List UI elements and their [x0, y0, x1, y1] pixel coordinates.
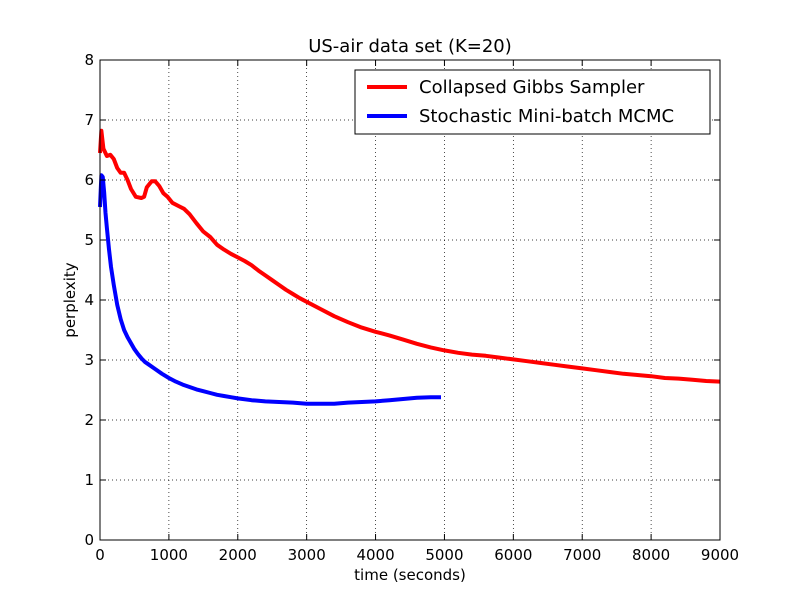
y-tick-label: 3	[84, 351, 94, 369]
ticks	[99, 59, 721, 541]
y-tick-label: 2	[84, 411, 94, 429]
series-layer	[98, 128, 721, 406]
x-tick-label: 9000	[701, 546, 739, 564]
y-tick-label: 4	[84, 291, 94, 309]
x-tick-label: 6000	[494, 546, 532, 564]
x-tick-label: 1000	[150, 546, 188, 564]
legend-label-mcmc: Stochastic Mini-batch MCMC	[419, 106, 674, 127]
y-tick-label: 6	[84, 171, 94, 189]
y-axis-label: perplexity	[61, 262, 79, 337]
tick-labels: 0 1000 2000 3000 4000 5000 6000 7000 8000 9000 0 1 2…	[84, 51, 739, 564]
y-tick-label: 1	[84, 471, 94, 489]
x-tick-label: 0	[95, 546, 105, 564]
series-line-mcmc	[98, 173, 441, 406]
x-axis-label: time (seconds)	[354, 566, 466, 584]
series-line-gibbs	[98, 128, 721, 384]
x-tick-label: 3000	[288, 546, 326, 564]
chart-title: US-air data set (K=20)	[308, 36, 512, 57]
x-tick-label: 5000	[425, 546, 463, 564]
y-tick-label: 7	[84, 111, 94, 129]
legend-box	[354, 69, 711, 135]
y-tick-label: 8	[84, 51, 94, 69]
x-tick-label: 2000	[219, 546, 257, 564]
legend: Collapsed Gibbs Sampler Stochastic Mini-…	[354, 69, 711, 135]
legend-label-gibbs: Collapsed Gibbs Sampler	[419, 77, 645, 98]
x-tick-label: 4000	[356, 546, 394, 564]
y-tick-label: 0	[84, 531, 94, 549]
x-tick-label: 8000	[632, 546, 670, 564]
x-tick-label: 7000	[563, 546, 601, 564]
y-tick-label: 5	[84, 231, 94, 249]
